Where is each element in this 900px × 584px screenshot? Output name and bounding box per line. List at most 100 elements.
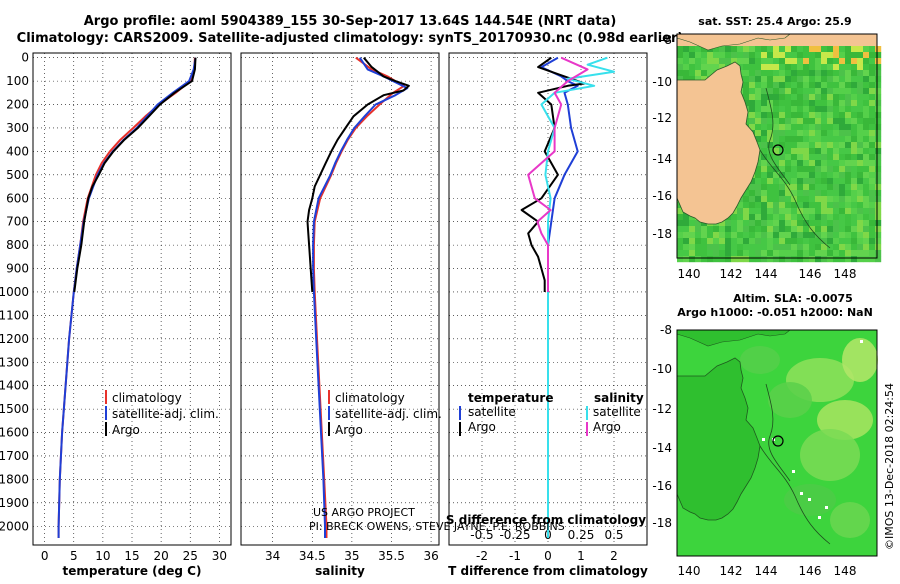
sst-pixel — [863, 208, 870, 215]
sst-pixel — [689, 64, 696, 71]
sst-pixel — [755, 82, 762, 89]
sst-pixel — [695, 76, 702, 83]
tick-layer: 0100200300400500600700800900100011001200… — [0, 51, 624, 563]
sst-pixel — [857, 250, 864, 257]
sst-pixel — [863, 214, 870, 221]
sst-pixel — [851, 82, 858, 89]
sst-pixel — [707, 250, 714, 257]
sst-pixel — [869, 238, 876, 245]
sst-pixel — [701, 70, 708, 77]
sst-pixel — [815, 142, 822, 149]
sst-pixel — [827, 214, 834, 221]
sst-pixel — [791, 196, 798, 203]
sst-pixel — [851, 172, 858, 179]
sst-pixel — [851, 250, 858, 257]
sst-pixel — [749, 58, 756, 65]
sst-pixel — [857, 58, 864, 65]
sst-pixel — [803, 196, 810, 203]
sst-pixel — [875, 196, 882, 203]
sst-pixel — [755, 178, 762, 185]
sst-pixel — [743, 76, 750, 83]
salinity-legend: climatology satellite-adj. clim. Argo — [328, 390, 442, 437]
sst-pixel — [845, 76, 852, 83]
sst-pixel — [797, 64, 804, 71]
sst-pixel — [779, 124, 786, 131]
sst-pixel — [875, 202, 882, 209]
sst-pixel — [719, 238, 726, 245]
sst-pixel — [797, 172, 804, 179]
sla-lon-tick: 148 — [834, 564, 857, 578]
sst-pixel — [761, 58, 768, 65]
sst-pixel — [761, 46, 768, 53]
sst-pixel — [821, 202, 828, 209]
sst-pixel — [827, 238, 834, 245]
sst-pixel — [779, 148, 786, 155]
sst-pixel — [701, 232, 708, 239]
sst-pixel — [869, 196, 876, 203]
sst-pixel — [815, 154, 822, 161]
sst-pixel — [857, 244, 864, 251]
x-tick-label: -1 — [509, 549, 521, 563]
sst-pixel — [755, 58, 762, 65]
difference-legend: temperature satellite Argo salinity sate… — [459, 391, 644, 436]
sst-pixel — [869, 94, 876, 101]
sst-pixel — [845, 58, 852, 65]
sst-pixel — [809, 70, 816, 77]
sst-pixel — [755, 190, 762, 197]
sst-pixel — [707, 52, 714, 59]
sst-pixel — [677, 58, 684, 65]
sst-pixel — [761, 178, 768, 185]
sst-pixel — [791, 226, 798, 233]
sst-pixel — [737, 226, 744, 233]
sst-pixel — [803, 154, 810, 161]
sst-pixel — [833, 142, 840, 149]
sst-pixel — [743, 46, 750, 53]
sst-pixel — [695, 46, 702, 53]
sst-pixel — [743, 190, 750, 197]
sst-pixel — [785, 220, 792, 227]
sst-pixel — [701, 256, 708, 263]
sst-pixel — [827, 76, 834, 83]
sst-pixel — [707, 256, 714, 263]
series-line-satellite-adj-clim- — [312, 57, 409, 538]
sst-pixel — [797, 124, 804, 131]
sst-pixel — [827, 232, 834, 239]
sst-pixel — [737, 250, 744, 257]
sst-pixel — [833, 136, 840, 143]
sst-pixel — [683, 46, 690, 53]
sst-pixel — [833, 190, 840, 197]
sst-pixel — [809, 256, 816, 263]
sst-pixel — [815, 250, 822, 257]
sst-pixel — [755, 52, 762, 59]
sst-pixel — [797, 94, 804, 101]
sst-pixel — [857, 208, 864, 215]
sst-pixel — [821, 166, 828, 173]
sst-pixel — [731, 52, 738, 59]
sst-pixel — [851, 238, 858, 245]
sst-pixel — [857, 232, 864, 239]
sst-pixel — [755, 172, 762, 179]
sst-pixel — [785, 256, 792, 263]
sst-pixel — [845, 208, 852, 215]
sst-pixel — [869, 256, 876, 263]
sst-pixel — [845, 244, 852, 251]
sst-pixel — [821, 232, 828, 239]
sst-map-title: sat. SST: 25.4 Argo: 25.9 — [698, 15, 851, 28]
sst-pixel — [797, 118, 804, 125]
sst-pixel — [731, 214, 738, 221]
sst-pixel — [863, 190, 870, 197]
sst-pixel — [815, 76, 822, 83]
sst-pixel — [737, 232, 744, 239]
sst-pixel — [821, 160, 828, 167]
sst-pixel — [839, 100, 846, 107]
sst-pixel — [857, 82, 864, 89]
sla-lat-tick: -14 — [652, 441, 672, 455]
sst-pixel — [827, 202, 834, 209]
sst-pixel — [767, 190, 774, 197]
sst-pixel — [863, 52, 870, 59]
sst-pixel — [695, 232, 702, 239]
sst-pixel — [833, 52, 840, 59]
sst-pixel — [773, 130, 780, 137]
sst-pixel — [839, 172, 846, 179]
sst-pixel — [767, 202, 774, 209]
